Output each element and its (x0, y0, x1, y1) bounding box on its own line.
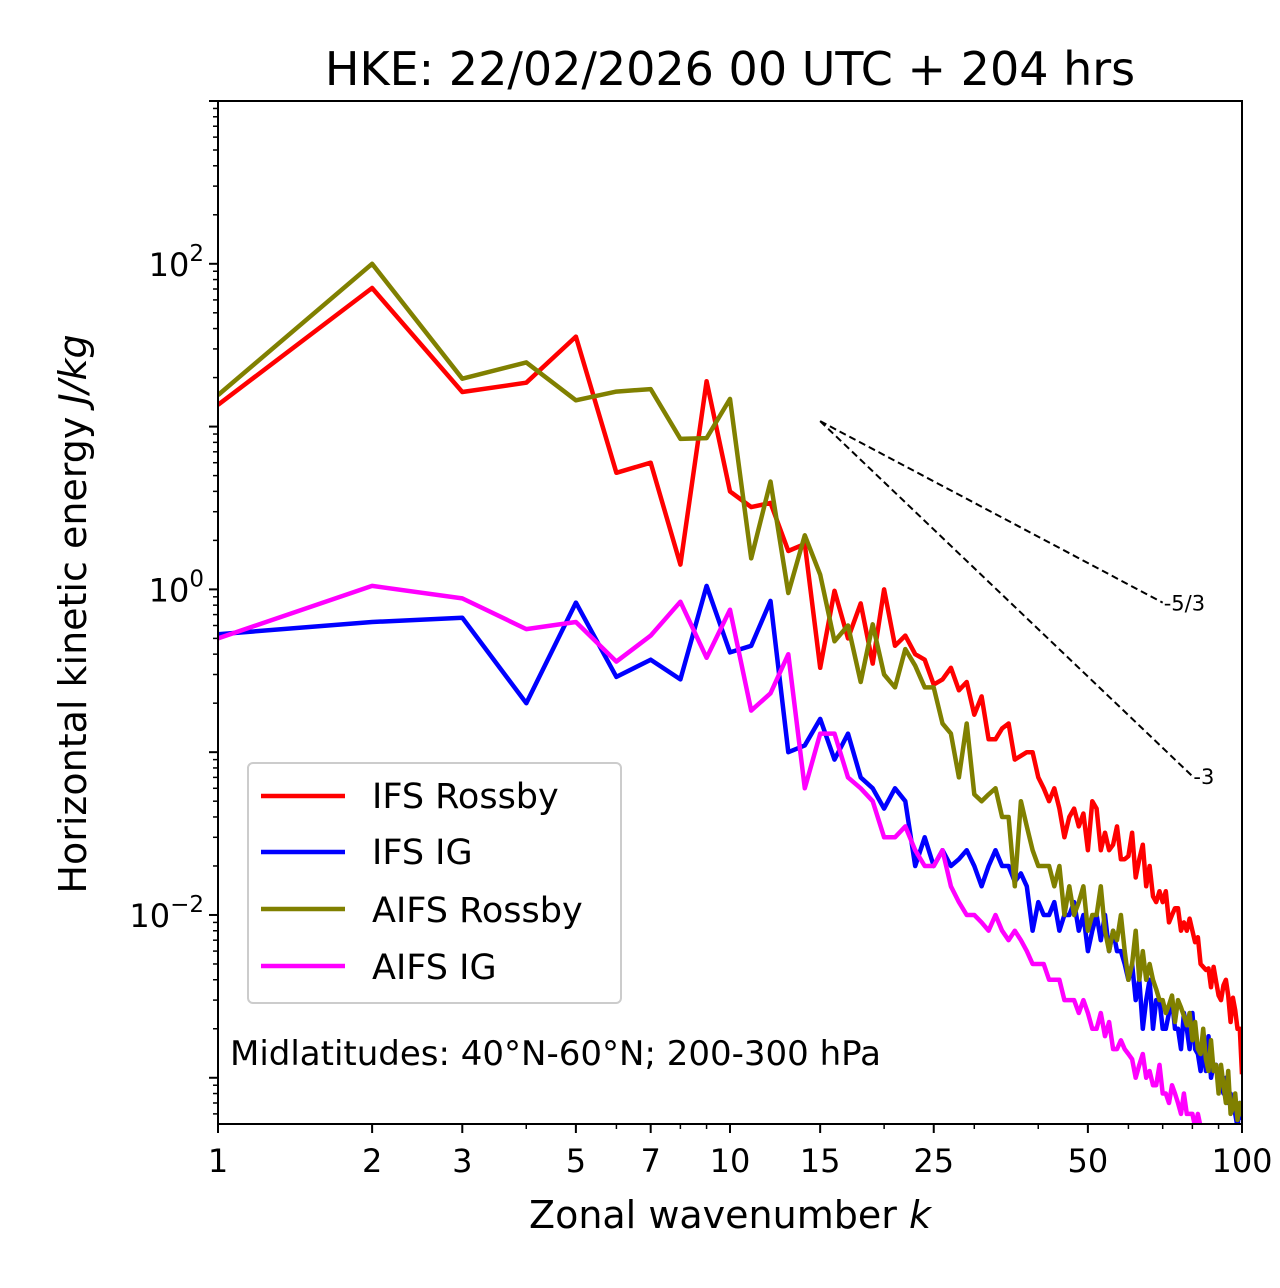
y-tick-exponent: −2 (170, 892, 204, 918)
x-tick-label: 100 (1211, 1142, 1272, 1180)
x-tick-label: 1 (208, 1142, 228, 1180)
legend-label-aifs-rossby: AIFS Rossby (372, 891, 583, 931)
y-tick-label: 102 (149, 241, 204, 284)
y-tick-label: 100 (149, 566, 204, 609)
x-tick-label: 2 (362, 1142, 382, 1180)
reference-slope-line (819, 420, 1164, 604)
reference-slope-line (819, 420, 1194, 777)
x-tick-label: 7 (641, 1142, 661, 1180)
y-tick-exponent: 2 (189, 241, 204, 267)
y-axis-label-units: J/kg (51, 334, 95, 411)
chart-title: HKE: 22/02/2026 00 UTC + 204 hrs (325, 42, 1135, 96)
plot-frame (217, 100, 1243, 1125)
y-tick-base: 10 (149, 246, 190, 284)
x-axis-label-text: Zonal wavenumber (529, 1193, 897, 1237)
legend-label-ifs-ig: IFS IG (372, 833, 473, 873)
y-tick-base: 10 (129, 897, 170, 935)
reference-slope-label: -3 (1193, 765, 1214, 789)
legend: IFS Rossby IFS IG AIFS Rossby AIFS IG (247, 762, 622, 1004)
y-tick-exponent: 0 (189, 566, 204, 592)
x-tick-label: 25 (913, 1142, 954, 1180)
x-tick-label: 15 (800, 1142, 841, 1180)
x-tick-label: 50 (1068, 1142, 1109, 1180)
reference-slope-label: -5/3 (1164, 592, 1205, 616)
y-tick-label: 10−2 (129, 892, 204, 935)
x-tick-label: 10 (710, 1142, 751, 1180)
series-line-aifs-rossby (218, 261, 1242, 1123)
x-tick-label: 3 (452, 1142, 472, 1180)
series-layer (218, 261, 1242, 1124)
series-line-ifs-rossby (218, 285, 1242, 1075)
reference-slopes: -5/3 -3 (819, 420, 1214, 789)
series-line-ifs-ig (218, 583, 1242, 1124)
x-axis-label-symbol: k (909, 1193, 933, 1237)
x-axis-label: Zonal wavenumber k (529, 1193, 933, 1237)
legend-label-aifs-ig: AIFS IG (372, 948, 497, 988)
y-axis-label: Horizontal kinetic energy J/kg (51, 334, 95, 893)
legend-label-ifs-rossby: IFS Rossby (372, 777, 559, 817)
region-annotation: Midlatitudes: 40°N-60°N; 200-300 hPa (230, 1034, 881, 1074)
legend-box (247, 762, 622, 1004)
y-axis-label-text: Horizontal kinetic energy (51, 417, 95, 894)
series-line-aifs-ig (218, 583, 1203, 1124)
x-tick-label: 5 (566, 1142, 586, 1180)
y-tick-base: 10 (149, 571, 190, 609)
